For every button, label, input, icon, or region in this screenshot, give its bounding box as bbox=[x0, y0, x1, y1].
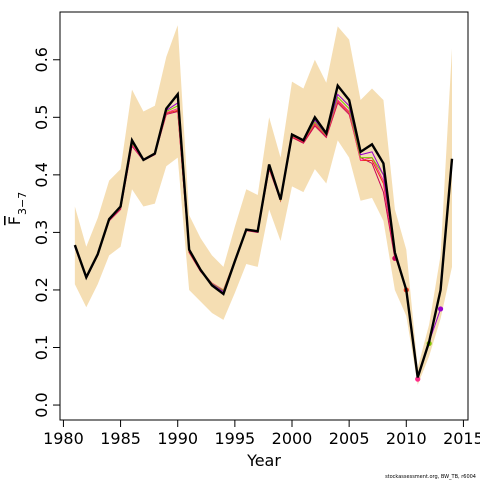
main-line bbox=[73, 82, 454, 378]
y-tick-label: 0.4 bbox=[32, 162, 51, 187]
plot-frame bbox=[59, 11, 469, 421]
x-tick-label: 1985 bbox=[100, 429, 141, 448]
y-tick-label: 0.1 bbox=[32, 335, 51, 360]
y-tick-label: 0.3 bbox=[32, 220, 51, 245]
x-tick-label: 2000 bbox=[272, 429, 313, 448]
x-tick-label: 2005 bbox=[329, 429, 370, 448]
y-axis-label: F bbox=[5, 216, 24, 225]
y-tick-label: 0.0 bbox=[32, 392, 51, 417]
x-tick-label: 1990 bbox=[157, 429, 198, 448]
x-tick-label: 2015 bbox=[443, 429, 480, 448]
x-tick-label: 1980 bbox=[43, 429, 84, 448]
y-axis-label-group: F 3−7 bbox=[5, 192, 29, 225]
x-tick-label: 2010 bbox=[386, 429, 427, 448]
x-tick-label: 1995 bbox=[214, 429, 255, 448]
retro-end-point bbox=[437, 306, 444, 312]
footer: stockassessment.org, BW_TB, r6004 bbox=[385, 474, 476, 480]
y-tick-label: 0.6 bbox=[32, 47, 51, 72]
y-tick-label: 0.5 bbox=[32, 105, 51, 130]
retro-end-point bbox=[415, 376, 421, 382]
y-axis-label-subscript: 3−7 bbox=[16, 192, 29, 215]
confidence-band bbox=[74, 25, 452, 385]
y-tick-label: 0.2 bbox=[32, 277, 51, 302]
x-axis-label: Year bbox=[246, 451, 281, 470]
